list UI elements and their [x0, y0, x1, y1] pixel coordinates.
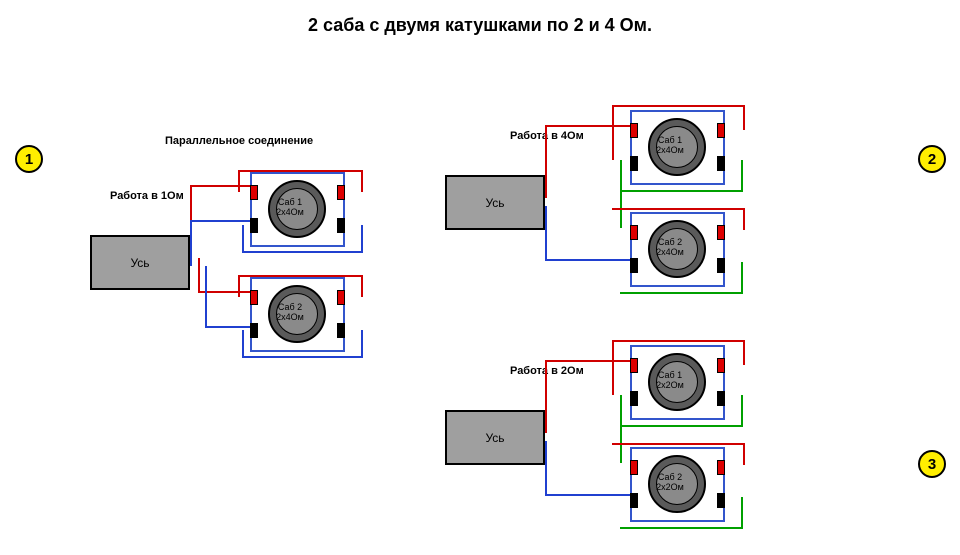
speaker-label: Саб 2 2х2Ом: [645, 473, 695, 493]
wire-green: [620, 395, 728, 427]
diagram-3: Работа в 2Ом Усь Саб 1 2х2Ом Саб 2 2х2Ом: [430, 335, 770, 535]
page-title: 2 саба с двумя катушками по 2 и 4 Ом.: [0, 15, 960, 36]
speaker-label: Саб 1 2х4Ом: [265, 198, 315, 218]
wire-blue: [242, 330, 348, 358]
speaker-label: Саб 1 2х4Ом: [645, 136, 695, 156]
diagram-1: Параллельное соединение Работа в 1Ом Усь…: [80, 130, 400, 360]
wire-blue: [242, 225, 348, 253]
wire-red: [725, 208, 745, 230]
amplifier-3: Усь: [445, 410, 545, 465]
wire-red: [725, 105, 745, 130]
wire-green: [620, 160, 728, 192]
amp-label: Усь: [485, 431, 504, 445]
amp-label: Усь: [485, 196, 504, 210]
speaker-label: Саб 2 2х4Ом: [265, 303, 315, 323]
wire-red: [238, 275, 348, 297]
wire-red: [612, 443, 727, 465]
label-parallel: Параллельное соединение: [165, 135, 313, 147]
wire-red: [238, 170, 348, 192]
badge-3: 3: [918, 450, 946, 478]
wire-red: [612, 208, 727, 230]
wire-green: [620, 262, 728, 294]
wire-green: [620, 497, 728, 529]
label-work-1ohm: Работа в 1Ом: [110, 190, 184, 202]
speaker-label: Саб 2 2х4Ом: [645, 238, 695, 258]
badge-1: 1: [15, 145, 43, 173]
amp-label: Усь: [130, 256, 149, 270]
wire-red: [725, 443, 745, 465]
speaker-label: Саб 1 2х2Ом: [645, 371, 695, 391]
diagram-2: Работа в 4Ом Усь Саб 1 2х4Ом Саб 2 2х4Ом: [430, 100, 770, 300]
badge-2: 2: [918, 145, 946, 173]
amplifier-2: Усь: [445, 175, 545, 230]
wire-red: [725, 340, 745, 365]
amplifier-1: Усь: [90, 235, 190, 290]
